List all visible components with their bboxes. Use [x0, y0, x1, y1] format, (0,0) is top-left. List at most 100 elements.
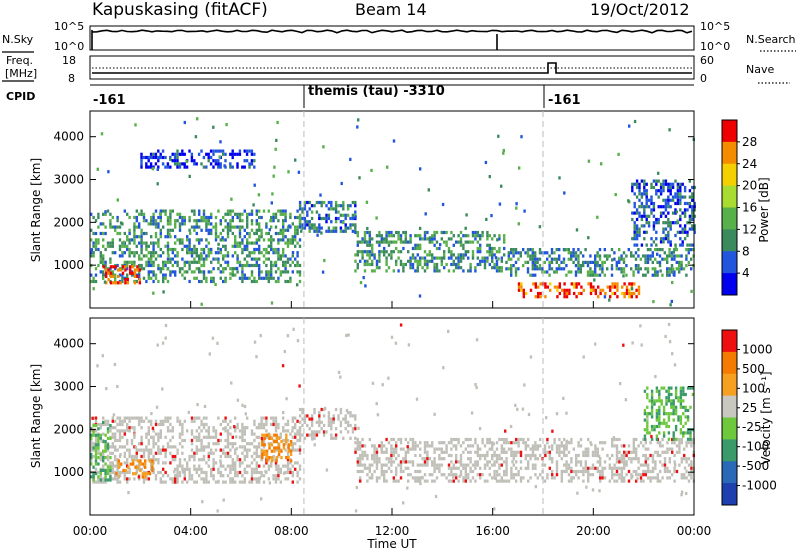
- scatter-cell: [334, 226, 338, 230]
- scatter-cell: [390, 250, 393, 254]
- scatter-cell: [584, 469, 587, 474]
- scatter-cell: [281, 364, 285, 368]
- scatter-cell: [162, 263, 165, 268]
- scatter-cell: [214, 435, 218, 439]
- scatter-cell: [123, 477, 126, 481]
- scatter-cell: [109, 267, 112, 271]
- scatter-cell: [419, 237, 422, 241]
- scatter-cell: [650, 185, 653, 190]
- scatter-cell: [392, 479, 395, 483]
- scatter-cell: [546, 476, 549, 480]
- scatter-cell: [548, 254, 551, 258]
- scatter-cell: [433, 463, 436, 467]
- scatter-cell: [579, 463, 583, 467]
- scatter-cell: [298, 220, 302, 224]
- scatter-cell: [198, 458, 201, 462]
- scatter-cell: [560, 457, 563, 461]
- scatter-cell: [106, 419, 110, 423]
- scatter-cell: [668, 460, 671, 464]
- scatter-cell: [543, 251, 546, 255]
- scatter-cell: [351, 414, 355, 418]
- scatter-cell: [667, 415, 671, 419]
- scatter-cell: [669, 192, 672, 196]
- scatter-cell: [106, 465, 110, 469]
- scatter-cell: [219, 470, 222, 475]
- scatter-cell: [618, 248, 621, 252]
- scatter-cell: [147, 273, 150, 277]
- scatter-cell: [666, 466, 669, 470]
- scatter-cell: [368, 437, 371, 442]
- scatter-cell: [643, 224, 646, 228]
- scatter-cell: [195, 429, 198, 433]
- scatter-cell: [685, 444, 688, 448]
- scatter-cell: [260, 231, 263, 236]
- scatter-cell: [234, 238, 237, 242]
- scatter-cell: [667, 437, 671, 441]
- scatter-cell: [337, 414, 340, 418]
- scatter-cell: [507, 447, 511, 451]
- scatter-cell: [645, 195, 648, 199]
- scatter-cell: [190, 270, 194, 274]
- scatter-cell: [207, 429, 210, 433]
- scatter-cell: [301, 223, 304, 227]
- scatter-cell: [551, 429, 554, 433]
- scatter-cell: [637, 270, 640, 274]
- scatter-cell: [392, 437, 395, 442]
- scatter-cell: [421, 237, 424, 241]
- scatter-cell: [285, 456, 288, 460]
- scatter-cell: [633, 243, 636, 247]
- scatter-cell: [205, 445, 208, 449]
- scatter-cell: [685, 441, 688, 445]
- scatter-cell: [505, 473, 508, 477]
- scatter-cell: [650, 428, 654, 432]
- scatter-cell: [260, 276, 263, 280]
- scatter-cell: [226, 228, 230, 232]
- scatter-cell: [181, 219, 184, 223]
- scatter-cell: [514, 251, 518, 255]
- scatter-cell: [558, 254, 561, 258]
- scatter-cell: [380, 441, 383, 445]
- scatter-cell: [642, 479, 645, 483]
- scatter-cell: [214, 461, 218, 465]
- scatter-cell: [294, 435, 297, 439]
- scatter-cell: [517, 282, 521, 286]
- scatter-cell: [114, 225, 117, 229]
- scatter-cell: [119, 452, 122, 457]
- scatter-cell: [565, 444, 568, 448]
- scatter-cell: [150, 412, 153, 416]
- scatter-cell: [94, 467, 98, 471]
- scatter-cell: [354, 200, 357, 205]
- colorbar-tick-label: -500: [742, 459, 769, 473]
- scatter-cell: [363, 444, 367, 448]
- scatter-cell: [241, 451, 244, 455]
- scatter-cell: [258, 235, 261, 239]
- scatter-cell: [97, 225, 100, 229]
- scatter-cell: [613, 444, 616, 448]
- scatter-cell: [510, 251, 513, 255]
- scatter-cell: [662, 237, 665, 241]
- scatter-cell: [657, 205, 660, 209]
- scatter-cell: [277, 446, 281, 450]
- scatter-cell: [534, 466, 537, 470]
- scatter-cell: [262, 445, 266, 449]
- scatter-cell: [212, 165, 215, 169]
- scatter-cell: [99, 222, 102, 226]
- scatter-cell: [368, 463, 371, 467]
- scatter-cell: [520, 288, 523, 292]
- scatter-cell: [284, 263, 287, 268]
- scatter-cell: [567, 441, 571, 445]
- scatter-cell: [356, 460, 359, 464]
- scatter-cell: [124, 468, 128, 473]
- scatter-cell: [238, 445, 242, 449]
- scatter-cell: [646, 270, 650, 274]
- scatter-cell: [337, 216, 340, 221]
- scatter-cell: [174, 241, 177, 245]
- scatter-cell: [517, 288, 521, 292]
- scatter-cell: [548, 466, 551, 470]
- scatter-cell: [522, 441, 525, 445]
- scatter-cell: [322, 200, 326, 205]
- x-tick-label: 16:00: [475, 524, 510, 538]
- scatter-cell: [229, 219, 232, 223]
- scatter-cell: [471, 253, 475, 257]
- scatter-cell: [655, 412, 659, 416]
